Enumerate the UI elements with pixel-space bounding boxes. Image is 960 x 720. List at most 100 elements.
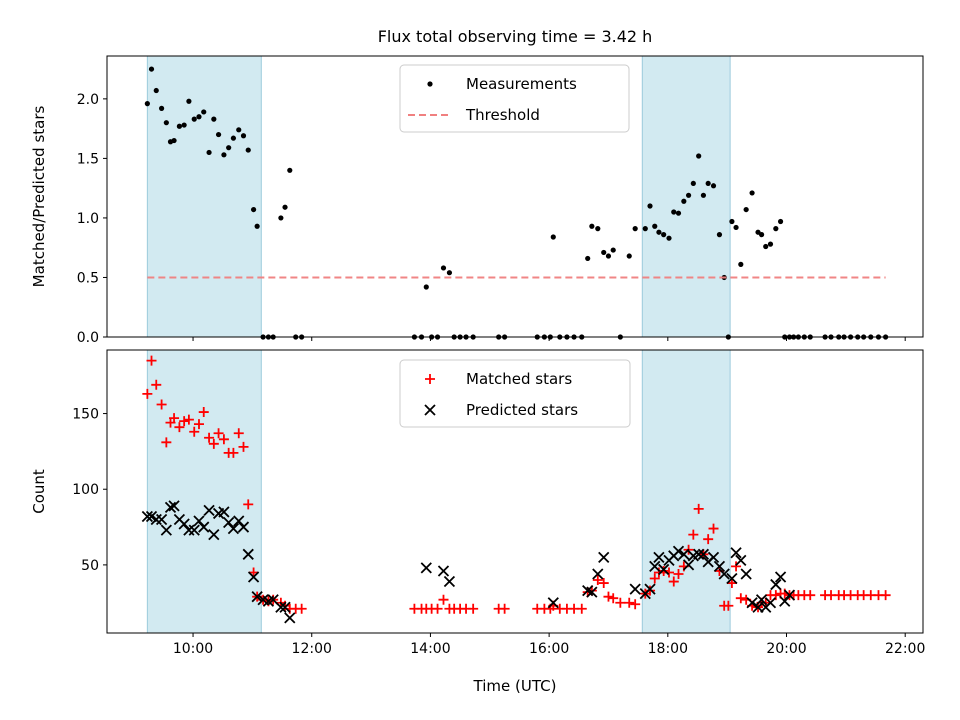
matched-star-point xyxy=(673,568,684,579)
matched-star-point xyxy=(183,414,194,425)
measurement-point xyxy=(656,229,662,235)
y-tick-label: 1.5 xyxy=(77,151,99,167)
predicted-star-point xyxy=(188,524,200,536)
top-panel: 0.0 0.5 1.0 1.5 2.0 Matched/Predicted stars Me… xyxy=(30,55,924,346)
matched-star-point xyxy=(693,503,704,514)
matched-star-point xyxy=(193,419,204,430)
measurement-point xyxy=(610,247,616,253)
measurement-point xyxy=(181,122,187,128)
measurement-point xyxy=(158,105,165,111)
measurement-point xyxy=(738,261,744,267)
measurement-point xyxy=(153,87,159,94)
measurement-point xyxy=(690,180,696,187)
matched-star-point xyxy=(649,573,660,584)
legend-label: Predicted stars xyxy=(466,401,578,419)
x-tick-label: 16:00 xyxy=(529,641,569,657)
shaded-interval xyxy=(146,55,262,338)
measurement-point xyxy=(777,218,784,225)
matched-star-point xyxy=(208,438,219,449)
y-axis-label: Matched/Predicted stars xyxy=(30,106,48,288)
matched-star-point xyxy=(189,426,200,437)
measurement-point xyxy=(550,234,556,240)
measurement-point xyxy=(201,109,207,115)
measurement-point xyxy=(163,120,169,126)
predicted-star-point xyxy=(740,568,752,580)
predicted-star-point xyxy=(242,548,254,560)
matched-star-point xyxy=(630,599,641,610)
predicted-star-point xyxy=(730,547,742,559)
measurement-point xyxy=(671,209,677,215)
legend-label: Threshold xyxy=(465,106,540,124)
matched-star-point xyxy=(598,578,609,589)
measurement-point xyxy=(642,226,648,232)
predicted-star-point xyxy=(718,568,730,580)
matched-star-point xyxy=(213,428,224,439)
predicted-star-point xyxy=(682,559,695,571)
measurement-point xyxy=(176,123,183,129)
chart-title: Flux total observing time = 3.42 h xyxy=(378,27,653,46)
legend-measurement-swatch xyxy=(427,81,433,87)
matched-star-point xyxy=(296,603,307,614)
matched-star-point xyxy=(204,432,215,443)
measurement-point xyxy=(240,133,247,139)
x-tick-label: 14:00 xyxy=(410,641,450,657)
measurement-point xyxy=(601,249,607,256)
shaded-interval xyxy=(641,349,731,634)
predicted-star-point xyxy=(279,601,291,613)
predicted-star-point xyxy=(713,560,726,573)
matched-star-point xyxy=(438,594,449,605)
measurement-point xyxy=(585,255,591,262)
predicted-star-point xyxy=(150,513,162,526)
matched-star-point xyxy=(653,567,664,578)
predicted-star-point xyxy=(672,545,685,557)
y-axis-label: Count xyxy=(30,469,48,514)
predicted-star-point xyxy=(774,571,787,583)
measurement-point xyxy=(446,270,453,276)
matched-star-point xyxy=(179,416,190,427)
measurement-point xyxy=(749,190,755,196)
measurement-point xyxy=(652,223,658,229)
predicted-star-point xyxy=(658,563,670,576)
measurement-point xyxy=(423,284,429,290)
measurement-point xyxy=(245,147,251,153)
measurement-point xyxy=(440,265,447,271)
matched-star-point xyxy=(228,447,239,458)
matched-star-point xyxy=(499,603,510,614)
measurement-point xyxy=(196,114,202,120)
measurement-point xyxy=(605,253,612,259)
measurement-point xyxy=(758,232,765,238)
measurement-point xyxy=(589,223,595,229)
measurement-point xyxy=(743,206,749,213)
shaded-interval xyxy=(641,55,731,338)
predicted-star-point xyxy=(227,522,240,535)
x-tick-label: 20:00 xyxy=(766,641,806,657)
measurement-point xyxy=(287,167,293,173)
shaded-interval xyxy=(146,349,262,634)
matched-star-point xyxy=(624,597,635,608)
predicted-star-point xyxy=(678,548,690,560)
y-tick-label: 0.5 xyxy=(77,270,99,286)
x-tick-label: 12:00 xyxy=(292,641,332,657)
predicted-star-point xyxy=(218,506,230,518)
matched-star-point xyxy=(708,523,719,534)
matched-star-point xyxy=(432,603,443,614)
matched-star-point xyxy=(468,603,479,614)
bottom-panel: 50 100 150 10:00 12:00 14:00 16:00 18:00 20:00 22… xyxy=(30,349,925,695)
predicted-star-point xyxy=(644,583,656,595)
measurement-point xyxy=(595,226,601,232)
predicted-star-point xyxy=(275,601,287,613)
matched-star-point xyxy=(151,379,162,390)
x-tick-label: 10:00 xyxy=(173,641,213,657)
measurement-point xyxy=(250,206,257,213)
predicted-star-point xyxy=(203,504,215,517)
matched-star-point xyxy=(576,603,587,614)
matched-star-point xyxy=(658,565,669,576)
measurement-point xyxy=(767,241,774,247)
legend: Matched stars Predicted stars xyxy=(399,359,631,428)
matched-star-point xyxy=(233,428,244,439)
measurement-point xyxy=(705,180,711,187)
predicted-star-point xyxy=(247,571,260,583)
legend-box xyxy=(399,359,631,428)
measurement-point xyxy=(226,145,232,151)
